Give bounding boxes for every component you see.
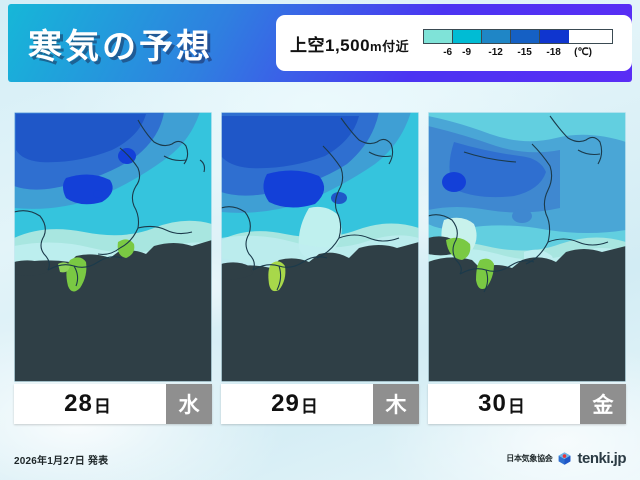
date-day-unit-0: 日	[93, 396, 112, 416]
tenki-cube-icon	[559, 452, 571, 465]
date-dow-0: 水	[166, 384, 212, 424]
legend-swatch-4	[540, 29, 570, 43]
date-dow-1: 木	[373, 384, 419, 424]
legend-altitude-label: 上空1,500m付近	[290, 31, 409, 56]
date-day-1: 29	[271, 390, 300, 417]
date-number-2: 30 日	[428, 384, 580, 424]
forecast-map-row: 28 日 水 29 日 木 30 日 金	[0, 112, 640, 424]
header-band: 寒気の予想 上空1,500m付近 -6 -9 -12 -15 -18 (℃)	[8, 4, 632, 82]
legend-tick-3: -15	[517, 46, 532, 58]
issued-date: 2026年1月27日 発表	[14, 456, 109, 467]
provider-label: 日本気象協会	[506, 454, 553, 463]
legend-altitude-value: 上空1,500	[290, 35, 371, 55]
legend-panel: 上空1,500m付近 -6 -9 -12 -15 -18 (℃)	[276, 15, 632, 71]
date-label-0: 28 日 水	[14, 384, 212, 424]
legend-tick-0: -6	[443, 46, 453, 58]
date-day-2: 30	[478, 390, 507, 417]
legend-swatch-3	[511, 29, 541, 43]
forecast-panel-2[interactable]	[428, 112, 626, 382]
legend-colorbar-ticks: -6 -9 -12 -15 -18 (℃)	[412, 47, 602, 58]
date-day-unit-1: 日	[300, 396, 319, 416]
date-number-1: 29 日	[221, 384, 373, 424]
cold-air-map-jan30	[428, 112, 626, 382]
legend-swatch-1	[453, 29, 483, 43]
legend-tick-2: -12	[488, 46, 503, 58]
date-day-0: 28	[64, 390, 93, 417]
forecast-panel-1[interactable]	[221, 112, 419, 382]
legend-altitude-unit: m付近	[370, 38, 410, 54]
cold-air-map-jan28	[14, 112, 212, 382]
date-day-unit-2: 日	[507, 396, 526, 416]
date-label-2: 30 日 金	[428, 384, 626, 424]
date-number-0: 28 日	[14, 384, 166, 424]
brand-name: tenki.jp	[577, 450, 626, 467]
legend-tick-4: -18	[546, 46, 561, 58]
legend-colorbar-swatches	[423, 28, 614, 44]
legend-swatch-2	[482, 29, 512, 43]
date-dow-2: 金	[580, 384, 626, 424]
footer: 2026年1月27日 発表 日本気象協会 tenki.jp	[0, 448, 640, 480]
cold-air-map-jan29	[221, 112, 419, 382]
legend-tick-1: -9	[462, 46, 472, 58]
legend-colorbar: -6 -9 -12 -15 -18 (℃)	[423, 28, 614, 58]
forecast-panel-0[interactable]	[14, 112, 212, 382]
legend-swatch-0	[424, 29, 454, 43]
brand-block: 日本気象協会 tenki.jp	[506, 450, 626, 467]
legend-unit-label: (℃)	[574, 46, 592, 58]
page-title: 寒気の予想	[28, 27, 213, 66]
date-label-1: 29 日 木	[221, 384, 419, 424]
